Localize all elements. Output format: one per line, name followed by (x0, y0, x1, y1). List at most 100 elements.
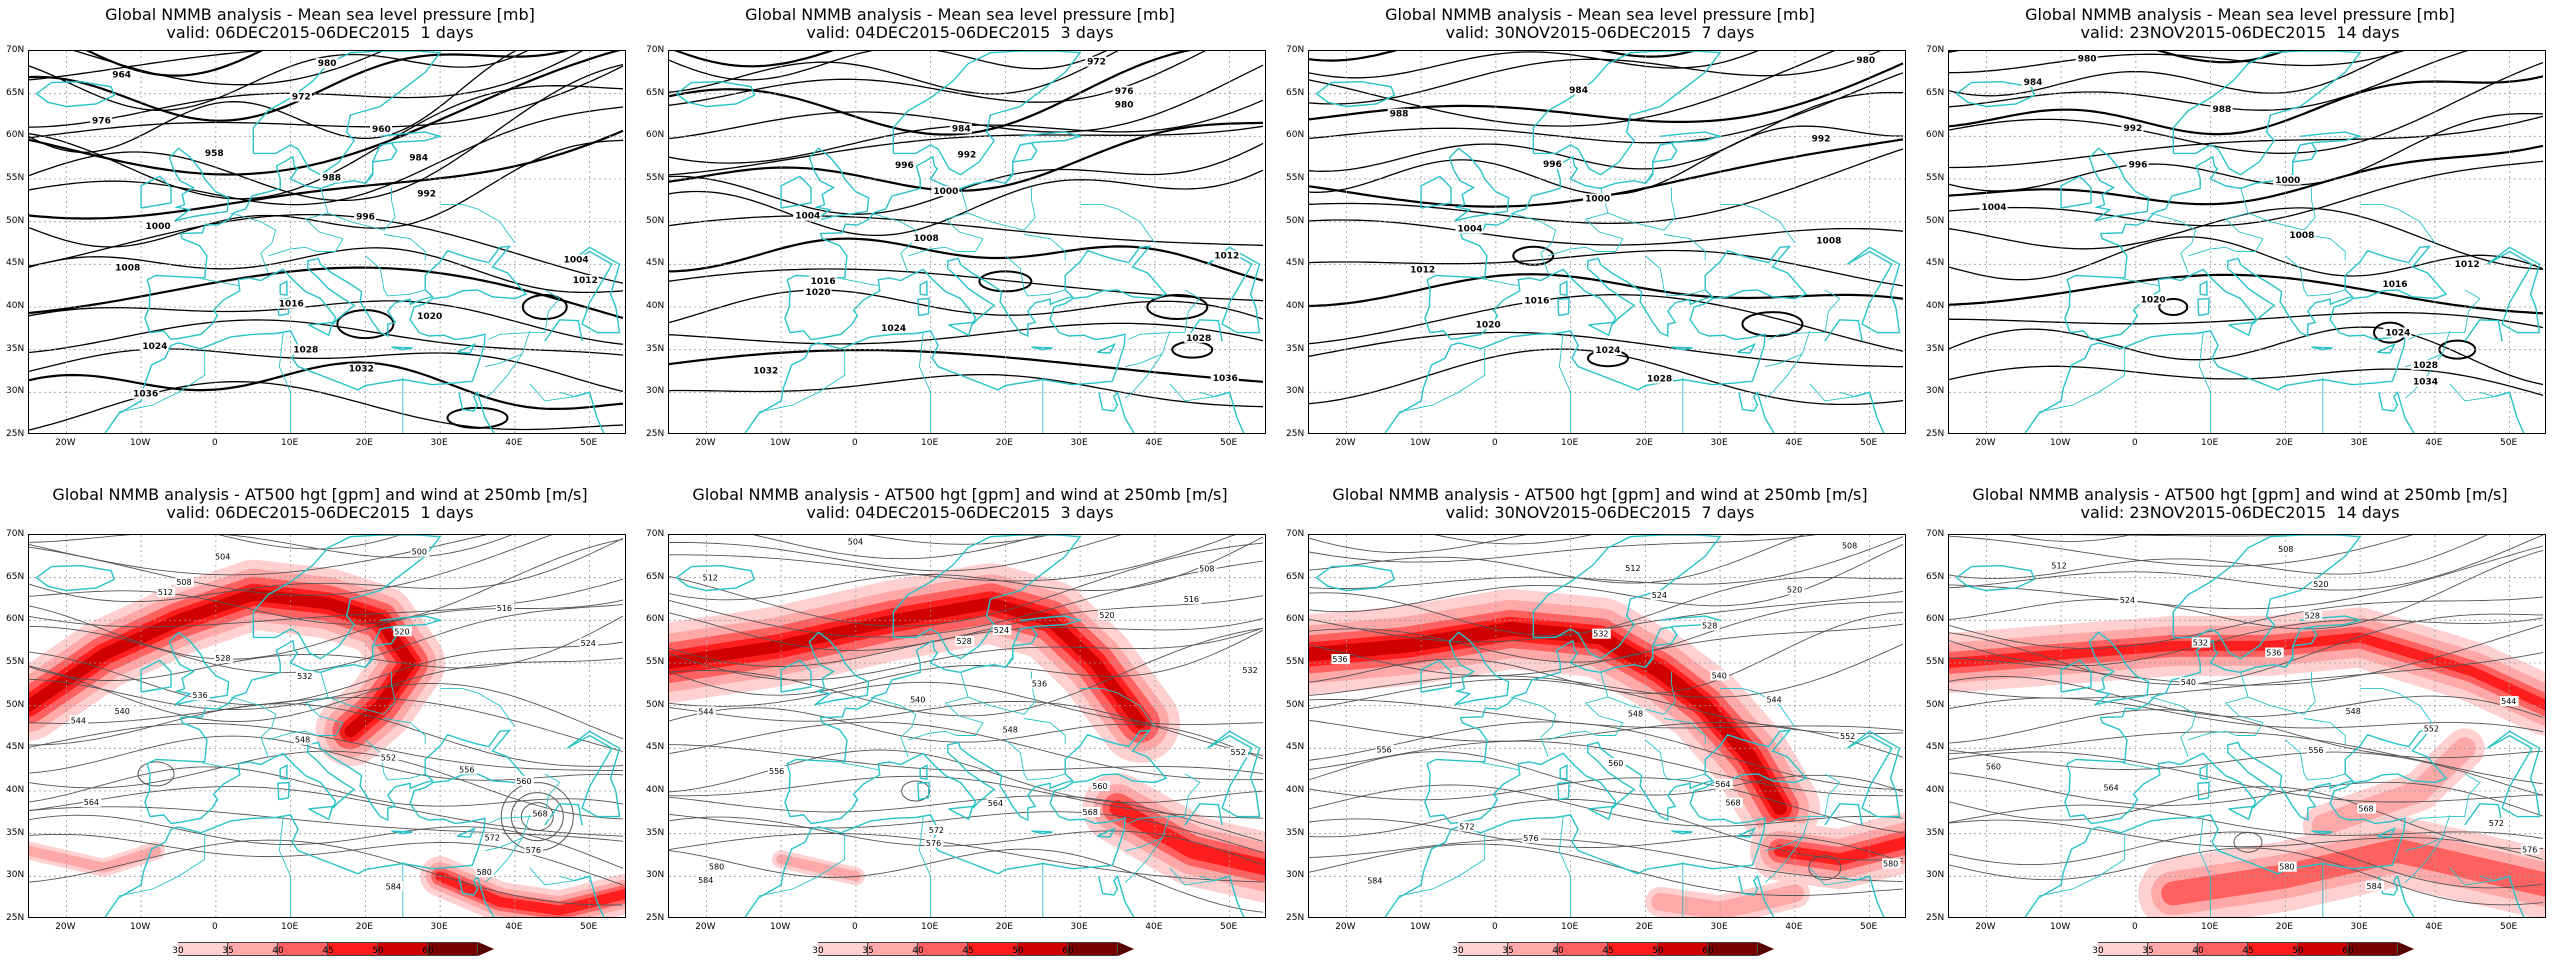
coastline-segment (1557, 297, 1570, 317)
longitude-label: 50E (1220, 922, 1238, 932)
longitude-label: 20W (55, 438, 76, 448)
longitude-label: 30E (1070, 438, 1088, 448)
contour-label-bg (697, 875, 716, 886)
border-segment (870, 696, 917, 758)
isobar-label: 1016 (1524, 297, 1549, 307)
contour-label-bg (1645, 373, 1674, 384)
latitude-label: 40N (646, 785, 665, 795)
closed-isobar (1171, 340, 1214, 359)
isobar-label: 1024 (142, 342, 167, 352)
geopotential-contour (1949, 751, 2544, 803)
closed-contour (1808, 855, 1842, 881)
contour-label-bg (2303, 610, 2323, 621)
coastline-segment (1854, 875, 1885, 917)
isobar-label: 984 (409, 154, 428, 164)
longitude-label: 20W (1975, 922, 1996, 932)
geopotential-label: 532 (297, 672, 312, 681)
isobar-label: 972 (1087, 58, 1106, 68)
coastline-segment (457, 827, 477, 838)
colorbar-tick-label: 45 (962, 946, 974, 956)
colorbar-tick-label: 40 (2192, 946, 2204, 956)
colorbar-tick-label: 30 (1452, 946, 1464, 956)
coastline-segment (780, 659, 812, 693)
contour-label-bg (2277, 544, 2296, 555)
contour-label-bg (1182, 594, 1202, 605)
longitude-label: 50E (2500, 438, 2518, 448)
contour-label-bg (1098, 609, 1117, 620)
contour-label-bg (113, 705, 133, 716)
colorbar-low-cap (1442, 942, 1458, 956)
contour-label-bg (2273, 174, 2302, 185)
border-segment (1801, 330, 1811, 355)
longitude-label: 10E (2201, 438, 2219, 448)
border-segment (2441, 814, 2451, 839)
colorbar-segment (2347, 942, 2398, 956)
latitude-label: 25N (646, 429, 665, 439)
colorbar-tick-label: 60 (1702, 946, 1714, 956)
geopotential-label: 536 (2266, 649, 2281, 658)
isobar-label: 1004 (1457, 225, 1482, 235)
border-segment (2408, 289, 2481, 340)
contour-label-bg (2210, 104, 2233, 115)
coastline-segment (2088, 631, 2150, 706)
isobar-line (29, 247, 624, 294)
colorbar-segment (2197, 942, 2248, 956)
geopotential-label: 544 (71, 716, 86, 725)
geopotential-contour (1949, 709, 2544, 759)
contour-label-bg (986, 798, 1006, 809)
latitude-label: 25N (646, 913, 665, 923)
isobar-label: 976 (92, 116, 111, 126)
geopotential-label: 508 (176, 578, 191, 587)
latitude-label: 35N (1286, 343, 1305, 354)
coastline-segment (2088, 147, 2150, 222)
latitude-label: 25N (1926, 913, 1945, 923)
geopotential-contour (1949, 549, 2544, 630)
colorbar-tick-label: 30 (172, 946, 184, 956)
colorbar-segment (227, 942, 278, 956)
isobar-label: 1028 (1186, 334, 1211, 344)
latitude-label: 70N (1286, 529, 1305, 539)
longitude-label: 40E (1785, 438, 1803, 448)
isobar-line (1949, 51, 2287, 64)
longitude-label: 10E (281, 922, 299, 932)
map-frame: 504 508 512 516 520 524 528 532 536 540 544 548 552 5… (668, 534, 1266, 918)
border-segment (1005, 739, 1066, 781)
border-segment (2198, 332, 2212, 433)
border-segment (1510, 212, 1557, 274)
colorbar-segment (1557, 942, 1608, 956)
isobar-line (29, 381, 624, 431)
latitude-label: 30N (1286, 870, 1305, 881)
colorbar-tick-label: 40 (272, 946, 284, 956)
colorbar-tick-label: 45 (322, 946, 334, 956)
contour-label-bg (354, 211, 377, 222)
isobar-label: 984 (952, 124, 971, 134)
isobar-label: 996 (2129, 161, 2148, 171)
contour-label-bg (2307, 745, 2326, 756)
longitude-label: 20W (1975, 438, 1996, 448)
contour-label-bg (2452, 259, 2481, 270)
border-segment (2247, 671, 2316, 715)
latitude-label: 70N (1926, 529, 1945, 539)
coastline-segment (2377, 343, 2397, 354)
coastline-segment (1557, 781, 1570, 801)
geopotential-contour (1949, 676, 2544, 718)
isobar-label: 1000 (933, 187, 958, 197)
latitude-label: 45N (646, 258, 665, 269)
coastline-segment (277, 781, 290, 801)
border-segment (2408, 773, 2481, 824)
isobar-line (1949, 75, 2544, 136)
colorbar-segment (277, 942, 328, 956)
colorbar-tick-label: 40 (912, 946, 924, 956)
geopotential-label: 548 (2346, 707, 2361, 716)
isobar-label: 1008 (1816, 236, 1841, 246)
latitude-label: 45N (1286, 742, 1305, 753)
isobar-line (1949, 160, 2544, 227)
isobar-line (669, 237, 1264, 282)
coastline-segment (892, 51, 1082, 176)
border-segment (967, 187, 1036, 231)
latitude-label: 30N (6, 870, 25, 881)
latitude-label: 65N (646, 571, 665, 582)
isobar-line (1309, 62, 1904, 123)
latitude-label: 30N (646, 870, 665, 881)
longitude-label: 0 (2132, 438, 2138, 448)
